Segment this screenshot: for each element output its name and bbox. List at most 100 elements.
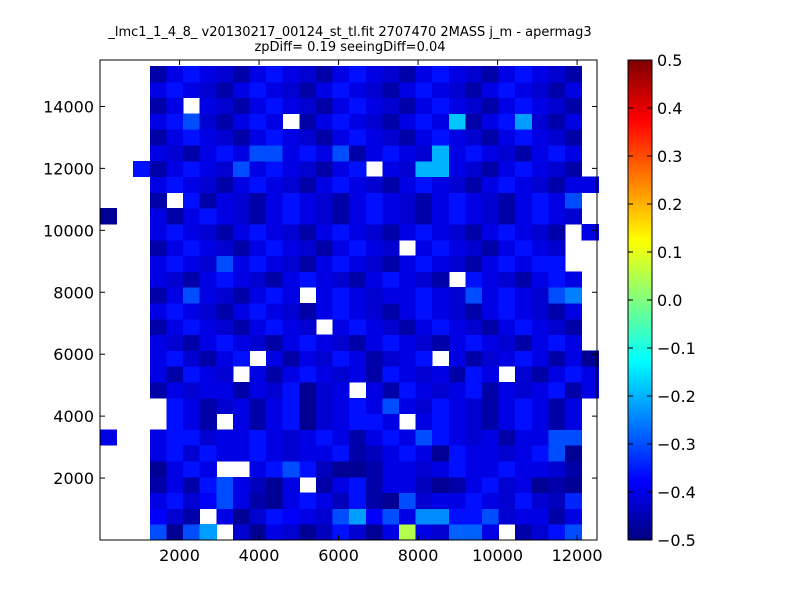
heatmap-cell bbox=[531, 192, 549, 209]
heatmap-cell bbox=[398, 334, 417, 351]
heatmap-cell bbox=[299, 508, 317, 525]
heatmap-cell bbox=[349, 192, 367, 209]
heatmap-cell bbox=[498, 192, 516, 209]
heatmap-cell bbox=[482, 492, 500, 509]
heatmap-cell bbox=[548, 160, 566, 178]
heatmap-cell bbox=[349, 492, 367, 509]
heatmap-cell bbox=[149, 176, 167, 193]
heatmap-cell bbox=[282, 429, 300, 446]
heatmap-cell bbox=[249, 524, 267, 541]
heatmap-cell bbox=[382, 271, 400, 288]
heatmap-cell bbox=[249, 303, 267, 320]
heatmap-cell bbox=[515, 429, 533, 446]
heatmap-cell bbox=[498, 176, 516, 193]
heatmap-cell bbox=[432, 429, 450, 446]
heatmap-cell bbox=[216, 113, 234, 130]
colorbar-segment bbox=[628, 152, 652, 157]
heatmap-cell bbox=[382, 287, 400, 304]
colorbar-segment bbox=[628, 516, 652, 521]
heatmap-cell bbox=[349, 476, 367, 494]
heatmap-cell bbox=[299, 334, 317, 351]
heatmap-cell bbox=[249, 287, 267, 304]
heatmap-cell bbox=[448, 334, 466, 351]
heatmap-cell bbox=[515, 303, 533, 320]
heatmap-cell bbox=[482, 160, 500, 178]
heatmap-cell bbox=[332, 382, 350, 399]
heatmap-cell bbox=[398, 145, 417, 162]
heatmap-cell bbox=[565, 81, 583, 99]
heatmap-cell bbox=[166, 303, 184, 320]
colorbar-tick-label: 0.3 bbox=[657, 147, 682, 166]
heatmap-cell bbox=[448, 192, 466, 209]
heatmap-cell bbox=[282, 287, 300, 304]
heatmap-cell bbox=[149, 145, 167, 162]
heatmap-cell bbox=[332, 192, 350, 209]
heatmap-cell bbox=[299, 303, 317, 320]
colorbar-segment bbox=[628, 532, 652, 537]
colorbar-tick-label: −0.1 bbox=[657, 339, 696, 358]
colorbar-segment bbox=[628, 104, 652, 109]
heatmap-cell bbox=[216, 303, 234, 320]
heatmap-cell bbox=[465, 208, 483, 225]
heatmap-cell bbox=[382, 113, 400, 130]
heatmap-cell bbox=[432, 287, 450, 304]
heatmap-cell bbox=[183, 271, 201, 288]
heatmap-cell bbox=[349, 524, 367, 541]
heatmap-cell bbox=[149, 81, 167, 99]
heatmap-cell bbox=[216, 66, 234, 83]
heatmap-cell bbox=[199, 271, 217, 288]
heatmap-cell bbox=[465, 476, 483, 494]
heatmap-cell bbox=[365, 318, 383, 336]
colorbar-segment bbox=[628, 408, 652, 413]
heatmap-cell bbox=[299, 524, 317, 541]
heatmap-cell bbox=[398, 366, 417, 383]
heatmap-cell bbox=[365, 413, 383, 430]
heatmap-cell bbox=[199, 382, 217, 399]
heatmap-cell bbox=[415, 429, 433, 446]
heatmap-cell bbox=[199, 445, 217, 462]
heatmap-cell bbox=[166, 492, 184, 509]
heatmap-cell bbox=[266, 81, 284, 99]
heatmap-cell bbox=[216, 382, 234, 399]
heatmap-cell bbox=[216, 192, 234, 209]
heatmap-cell bbox=[448, 350, 466, 367]
heatmap-cell bbox=[216, 366, 234, 383]
heatmap-cell bbox=[415, 97, 433, 114]
heatmap-cell bbox=[382, 81, 400, 99]
heatmap-cell bbox=[149, 97, 167, 114]
heatmap-cell bbox=[199, 160, 217, 178]
heatmap-cell bbox=[232, 160, 250, 178]
heatmap-cell bbox=[515, 318, 533, 336]
heatmap-cell bbox=[432, 303, 450, 320]
colorbar-segment bbox=[628, 212, 652, 217]
heatmap-cell bbox=[332, 81, 350, 99]
heatmap-cell bbox=[349, 429, 367, 446]
heatmap-cell bbox=[266, 271, 284, 288]
colorbar-segment bbox=[628, 184, 652, 189]
heatmap-cell bbox=[299, 397, 317, 415]
heatmap-cell bbox=[183, 382, 201, 399]
heatmap-cell bbox=[365, 176, 383, 193]
colorbar-segment bbox=[628, 208, 652, 213]
heatmap-cell bbox=[216, 445, 234, 462]
colorbar-segment bbox=[628, 176, 652, 181]
colorbar-segment bbox=[628, 156, 652, 161]
heatmap-cell bbox=[448, 382, 466, 399]
colorbar-segment bbox=[628, 464, 652, 469]
heatmap-cell bbox=[183, 303, 201, 320]
heatmap-cell bbox=[232, 397, 250, 415]
heatmap-cell bbox=[299, 66, 317, 83]
heatmap-cell bbox=[515, 81, 533, 99]
heatmap-cell bbox=[249, 129, 267, 146]
heatmap-cell bbox=[548, 350, 566, 367]
heatmap-cell bbox=[249, 334, 267, 351]
heatmap-cell bbox=[382, 429, 400, 446]
heatmap-cell bbox=[232, 255, 250, 272]
heatmap-cell bbox=[232, 271, 250, 288]
heatmap-cell bbox=[382, 413, 400, 430]
heatmap-cell bbox=[315, 382, 334, 399]
colorbar-segment bbox=[628, 324, 652, 329]
colorbar-segment bbox=[628, 452, 652, 457]
heatmap-cell bbox=[548, 97, 566, 114]
heatmap-cell bbox=[266, 508, 284, 525]
